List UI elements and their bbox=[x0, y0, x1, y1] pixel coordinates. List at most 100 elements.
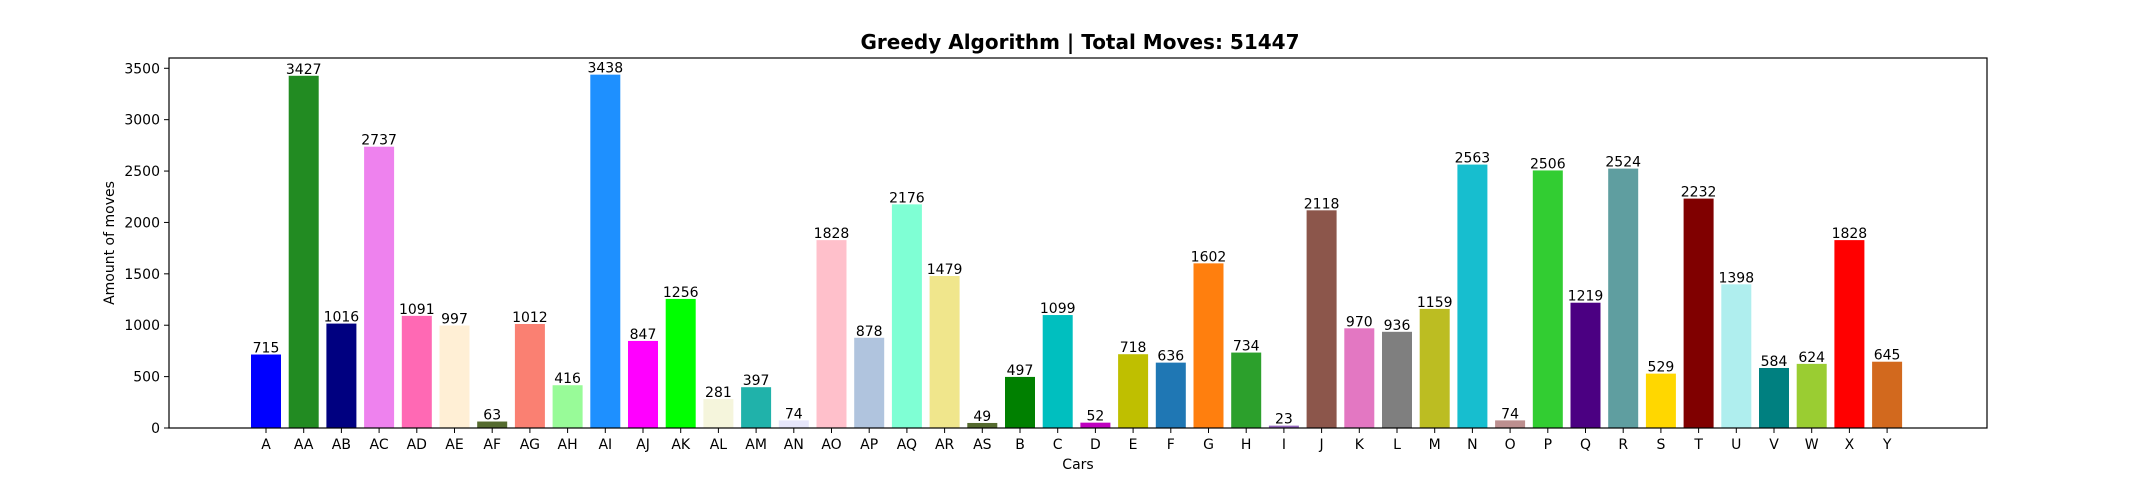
bar-ad bbox=[401, 315, 432, 428]
bar-q bbox=[1570, 302, 1601, 428]
x-tick-label: AQ bbox=[897, 437, 917, 453]
bar-a bbox=[251, 354, 281, 428]
bar-ao bbox=[816, 240, 847, 428]
bar-y bbox=[1872, 361, 1903, 428]
bar-ah bbox=[552, 385, 583, 428]
bar-f bbox=[1155, 362, 1186, 428]
x-tick-label: AB bbox=[332, 437, 351, 453]
x-tick-label: C bbox=[1053, 437, 1063, 453]
x-tick-label: Q bbox=[1580, 437, 1591, 453]
bar-m bbox=[1419, 308, 1450, 428]
y-tick-label: 1000 bbox=[124, 318, 160, 334]
data-label-u: 1398 bbox=[1718, 270, 1754, 286]
data-label-n: 2563 bbox=[1455, 151, 1491, 167]
x-tick-label: AC bbox=[370, 437, 389, 453]
y-tick-label: 2000 bbox=[124, 215, 160, 231]
bar-l bbox=[1382, 331, 1412, 428]
bar-b bbox=[1005, 376, 1035, 428]
data-label-ab: 1016 bbox=[324, 310, 360, 326]
x-tick-label: AR bbox=[935, 437, 955, 453]
data-label-x: 1828 bbox=[1832, 226, 1868, 242]
bar-u bbox=[1721, 284, 1752, 428]
y-ticks-layer: 0 500 1000 1500 2000 2500 3000 3500 bbox=[124, 61, 169, 437]
x-tick-label: AH bbox=[558, 437, 578, 453]
bar-e bbox=[1118, 354, 1149, 428]
bar-af bbox=[477, 421, 508, 428]
y-axis-label: Amount of moves bbox=[102, 181, 118, 305]
y-tick-label: 3500 bbox=[124, 61, 160, 77]
y-tick-label: 500 bbox=[133, 370, 160, 386]
data-label-ag: 1012 bbox=[512, 310, 548, 326]
data-label-ad: 1091 bbox=[399, 302, 435, 318]
x-tick-label: AN bbox=[784, 437, 804, 453]
data-label-ap: 878 bbox=[856, 324, 883, 340]
x-tick-label: R bbox=[1618, 437, 1628, 453]
y-tick-label: 0 bbox=[151, 421, 160, 437]
bars-layer bbox=[251, 74, 1903, 429]
data-label-al: 281 bbox=[705, 385, 732, 401]
data-label-h: 734 bbox=[1233, 339, 1260, 355]
data-labels-layer: 715 3427 1016 2737 1091 997 63 1012 416 3438 847 12… bbox=[253, 61, 1901, 428]
bar-ak bbox=[665, 298, 696, 428]
data-label-d: 52 bbox=[1086, 409, 1104, 425]
bar-ai bbox=[590, 74, 621, 429]
x-tick-label: J bbox=[1319, 437, 1324, 453]
data-label-a: 715 bbox=[253, 341, 280, 357]
x-tick-label: AM bbox=[745, 437, 767, 453]
data-label-o: 74 bbox=[1501, 406, 1519, 422]
x-tick-label: K bbox=[1355, 437, 1365, 453]
x-tick-label: E bbox=[1129, 437, 1138, 453]
x-tick-label: AS bbox=[973, 437, 992, 453]
data-label-b: 497 bbox=[1007, 363, 1034, 379]
x-tick-label: M bbox=[1429, 437, 1441, 453]
data-label-l: 936 bbox=[1384, 318, 1411, 334]
bar-k bbox=[1344, 328, 1375, 428]
x-tick-label: Y bbox=[1882, 437, 1892, 453]
data-label-t: 2232 bbox=[1681, 185, 1717, 201]
data-label-aq: 2176 bbox=[889, 190, 925, 206]
x-tick-label: X bbox=[1845, 437, 1855, 453]
bar-ap bbox=[854, 337, 885, 428]
x-tick-label: I bbox=[1282, 437, 1286, 453]
bar-an bbox=[778, 420, 809, 428]
y-tick-label: 3000 bbox=[124, 113, 160, 129]
bar-ac bbox=[364, 146, 395, 428]
data-label-j: 2118 bbox=[1304, 196, 1340, 212]
x-tick-label: W bbox=[1805, 437, 1819, 453]
y-tick-label: 1500 bbox=[124, 267, 160, 283]
x-tick-label: AE bbox=[445, 437, 463, 453]
bar-am bbox=[741, 387, 772, 428]
bar-h bbox=[1231, 352, 1262, 428]
bar-w bbox=[1796, 363, 1827, 428]
x-tick-label: S bbox=[1656, 437, 1665, 453]
bar-ag bbox=[514, 323, 545, 428]
bar-aj bbox=[628, 340, 658, 428]
data-label-ac: 2737 bbox=[361, 133, 397, 149]
bar-as bbox=[967, 422, 998, 428]
data-label-k: 970 bbox=[1346, 314, 1373, 330]
x-ticks-layer: A AA AB AC AD AE AF AG AH AI AJ AK AL AM AN AO AP AQ AR AS B… bbox=[261, 428, 1892, 453]
x-tick-label: AP bbox=[860, 437, 878, 453]
data-label-an: 74 bbox=[785, 406, 803, 422]
x-tick-label: AL bbox=[710, 437, 728, 453]
bar-aq bbox=[891, 204, 922, 428]
data-label-s: 529 bbox=[1648, 360, 1675, 376]
data-label-am: 397 bbox=[743, 373, 770, 389]
data-label-aa: 3427 bbox=[286, 62, 322, 78]
x-tick-label: AO bbox=[821, 437, 841, 453]
x-tick-label: U bbox=[1731, 437, 1741, 453]
data-label-ao: 1828 bbox=[814, 226, 850, 242]
data-label-ah: 416 bbox=[554, 371, 581, 387]
bar-n bbox=[1457, 164, 1488, 428]
x-tick-label: P bbox=[1544, 437, 1552, 453]
bar-r bbox=[1608, 168, 1639, 428]
bar-p bbox=[1532, 170, 1563, 428]
x-tick-label: AK bbox=[671, 437, 691, 453]
chart-title: Greedy Algorithm | Total Moves: 51447 bbox=[861, 30, 1300, 54]
bar-s bbox=[1645, 373, 1676, 428]
data-label-as: 49 bbox=[973, 409, 991, 425]
data-label-v: 584 bbox=[1761, 354, 1788, 370]
data-label-af: 63 bbox=[483, 408, 501, 424]
data-label-w: 624 bbox=[1798, 350, 1825, 366]
